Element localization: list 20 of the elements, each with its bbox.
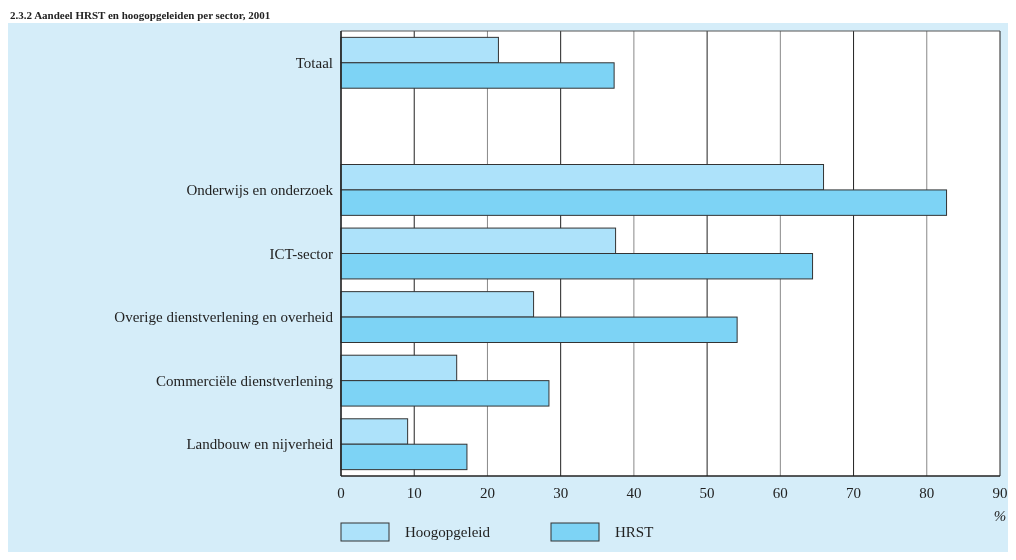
legend-label: Hoogopgeleid: [405, 524, 491, 540]
x-tick-label: 20: [479, 485, 495, 501]
x-axis-title: %: [993, 508, 1007, 524]
x-tick-label: 70: [846, 485, 862, 501]
x-tick-label: 80: [919, 485, 935, 501]
legend-label: HRST: [615, 524, 654, 540]
y-tick-label: Landbouw en nijverheid: [186, 436, 334, 453]
y-tick-label: Overige dienstverlening en overheid: [114, 309, 334, 326]
y-tick-label: Onderwijs en onderzoek: [186, 182, 334, 199]
x-tick-label: 60: [772, 485, 788, 501]
y-tick-label: Totaal: [295, 55, 333, 72]
x-tick-label: 30: [553, 485, 569, 501]
x-tick-label: 0: [337, 485, 345, 501]
x-tick-label: 90: [992, 485, 1008, 501]
text: 2.3.2 Aandeel HRST en hoogopgeleiden per sector, 2001: [10, 9, 271, 21]
x-tick-label: 40: [626, 485, 642, 501]
x-tick-label: 50: [699, 485, 715, 501]
y-tick-label: Commerciële dienstverlening: [155, 372, 334, 389]
x-tick-label: 10: [406, 485, 422, 501]
y-tick-label: ICT-sector: [269, 245, 333, 262]
